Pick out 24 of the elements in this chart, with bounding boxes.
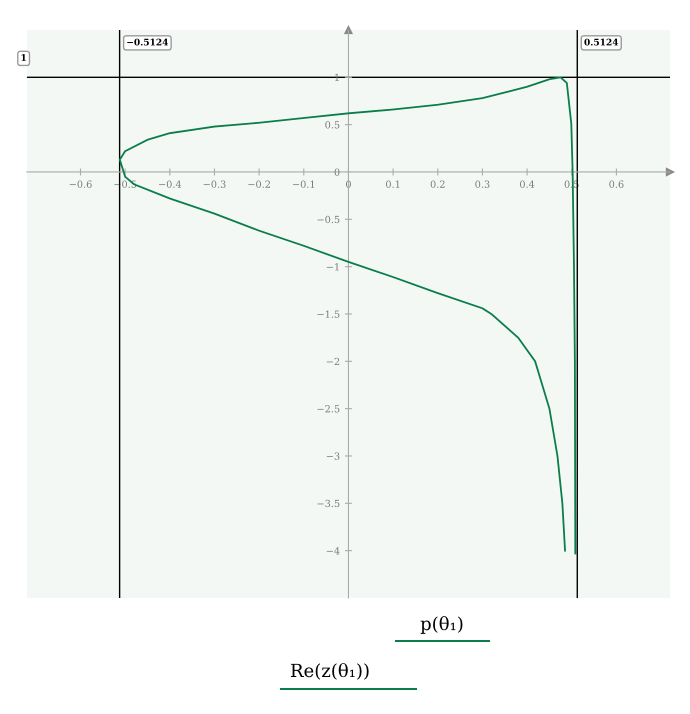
y-tick-label: 0.5 xyxy=(325,121,340,128)
y-tick-label: −2.5 xyxy=(318,405,340,412)
y-tick-label: −4 xyxy=(326,547,340,554)
ref-line-label: −0.5124 xyxy=(127,38,168,46)
y-tick-label: −3.5 xyxy=(318,500,340,508)
x-tick-label: 0.6 xyxy=(609,180,624,188)
x-tick-label: −0.4 xyxy=(159,180,182,188)
ref-line-label: 0.5124 xyxy=(584,38,618,46)
x-tick-label: −0.3 xyxy=(204,180,226,188)
x-tick-label: 0.1 xyxy=(386,180,400,188)
y-tick-label: −1 xyxy=(326,263,339,270)
y-tick-label: −2 xyxy=(326,358,340,366)
y-tick-label: −1.5 xyxy=(318,310,340,318)
x-tick-label: −0.1 xyxy=(293,180,314,188)
ref-line-label: 1 xyxy=(22,54,26,61)
y-tick-label: −0.5 xyxy=(318,216,340,224)
text: p(θ₁) xyxy=(420,616,462,634)
x-tick-label: −0.2 xyxy=(248,180,270,188)
x-tick-label: −0.6 xyxy=(70,180,92,188)
x-tick-label: 0.2 xyxy=(430,180,445,188)
x-tick-label: 0.4 xyxy=(520,180,534,188)
y-tick-label: −3 xyxy=(326,452,340,460)
x-tick-label: 0.3 xyxy=(475,180,490,188)
text: Re(z(θ₁)) xyxy=(290,663,369,680)
